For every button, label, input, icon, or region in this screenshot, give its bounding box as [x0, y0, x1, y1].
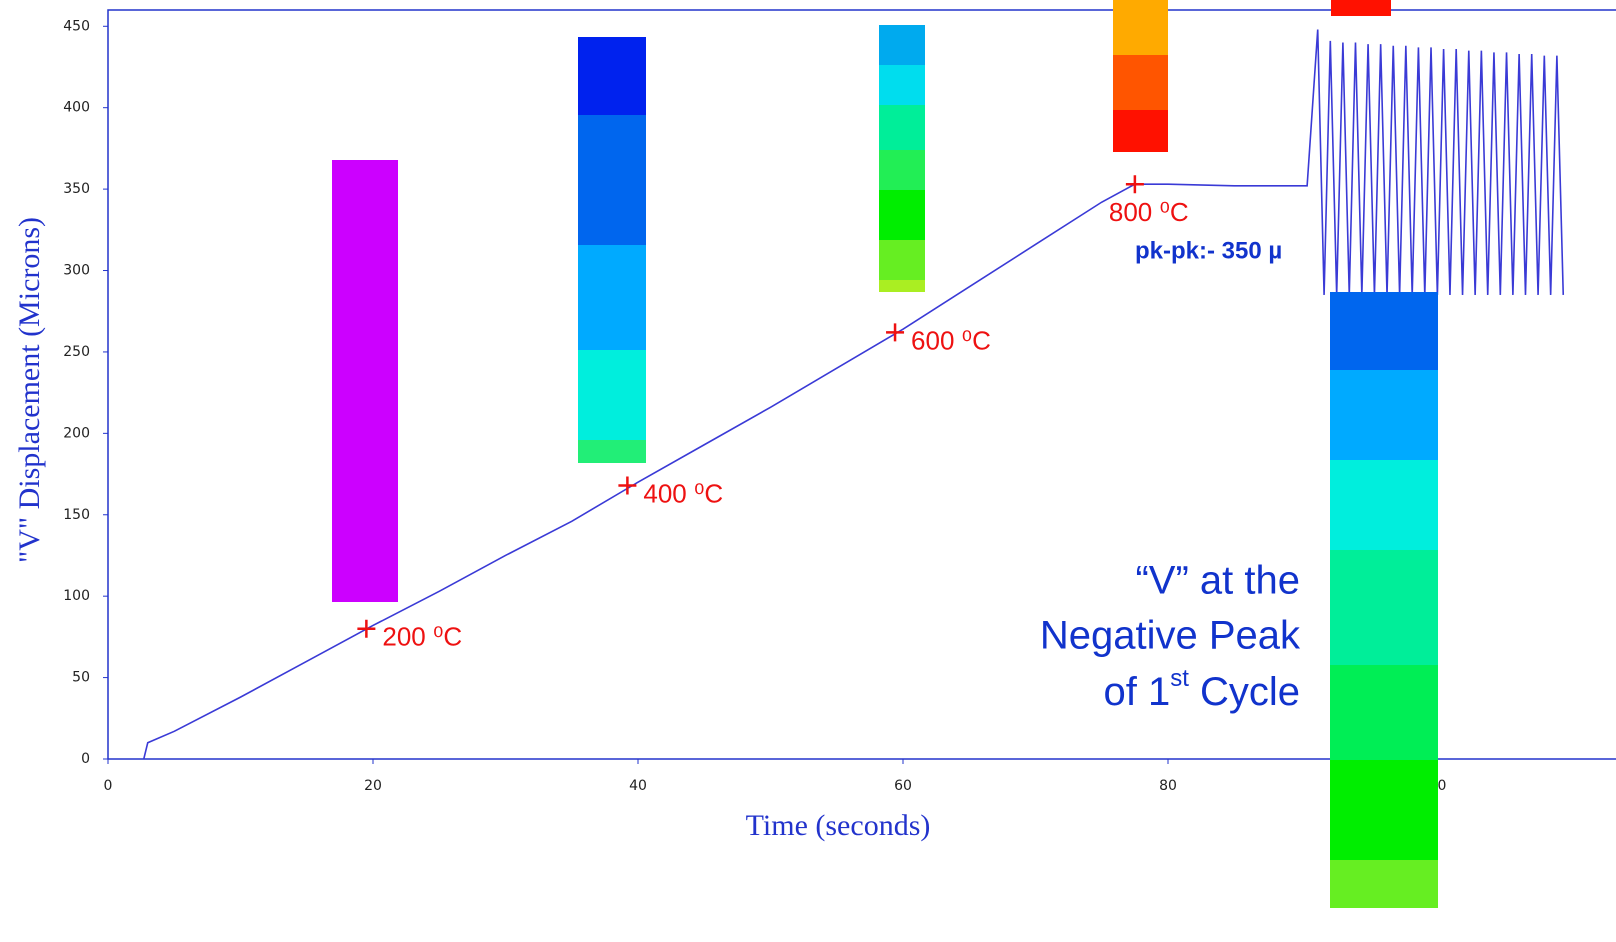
annotation-line: Negative Peak: [1040, 614, 1301, 658]
y-tick-label: 50: [72, 670, 90, 686]
annotation-line: “V” at the: [1135, 559, 1300, 603]
annotations: pk-pk:- 350 µ “V” at the Negative Peak o…: [357, 175, 1301, 713]
x-tick-label: 80: [1159, 778, 1177, 794]
temperature-label: 200 ⁰C: [382, 622, 462, 652]
temperature-label: 800 ⁰C: [1109, 197, 1189, 227]
chart: 050100150200250300350400450020406080100: [0, 0, 1616, 937]
thermal-colormaps: [332, 0, 1438, 908]
temperature-marker: [886, 323, 904, 341]
y-tick-label: 200: [63, 425, 90, 441]
y-axis-label: "V" Displacement (Microns): [13, 217, 46, 563]
temperature-label: 600 ⁰C: [911, 325, 991, 355]
colormap: [332, 160, 398, 602]
y-tick-label: 350: [63, 181, 90, 197]
x-tick-label: 40: [629, 778, 647, 794]
annotation-text: of 1: [1103, 670, 1170, 714]
y-tick-label: 150: [63, 507, 90, 523]
x-axis-label: Time (seconds): [746, 809, 931, 842]
x-tick-label: 0: [104, 778, 113, 794]
pk-pk-label: pk-pk:- 350 µ: [1135, 237, 1282, 264]
colormap: [1113, 0, 1168, 152]
page: 050100150200250300350400450020406080100: [0, 0, 1616, 942]
colormap: [1331, 0, 1391, 16]
y-tick-label: 0: [81, 751, 90, 767]
y-tick-label: 250: [63, 344, 90, 360]
colormap: [1330, 292, 1438, 908]
y-tick-label: 450: [63, 18, 90, 34]
annotation-sup: st: [1170, 665, 1189, 692]
temperature-marker: [357, 620, 375, 638]
annotation-text: Cycle: [1189, 670, 1300, 714]
y-tick-label: 100: [63, 588, 90, 604]
colormap: [879, 25, 925, 292]
x-tick-label: 20: [364, 778, 382, 794]
y-tick-label: 400: [63, 100, 90, 116]
temperature-label: 400 ⁰C: [643, 478, 723, 508]
x-tick-label: 60: [894, 778, 912, 794]
annotation-line: of 1st Cycle: [1103, 665, 1300, 713]
temperature-marker: [1126, 175, 1144, 193]
colormap: [578, 37, 646, 463]
y-tick-label: 300: [63, 263, 90, 279]
